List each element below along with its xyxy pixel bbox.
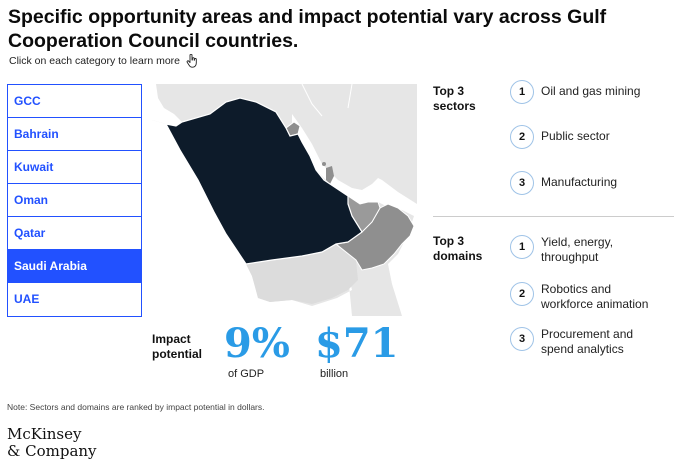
gdp-caption: of GDP [228, 368, 265, 380]
sector-text: Oil and gas mining [541, 84, 641, 98]
dollar-value: $71 [315, 320, 399, 367]
category-gcc[interactable]: GCC [8, 85, 141, 118]
sector-item-1: 1 Oil and gas mining [510, 80, 681, 104]
rank-badge: 2 [510, 125, 534, 149]
category-uae[interactable]: UAE [14, 292, 40, 306]
impact-label: Impact potential [152, 332, 202, 361]
footnote: Note: Sectors and domains are ranked by … [7, 402, 265, 412]
sector-item-2: 2 Public sector [510, 125, 681, 149]
category-saudi-arabia[interactable]: Saudi Arabia [8, 250, 141, 283]
hand-pointer-icon [186, 54, 197, 68]
hint-text: Click on each category to learn more [9, 55, 180, 67]
sector-item-3: 3 Manufacturing [510, 171, 681, 195]
domain-item-3: 3 Procurement and spend analytics [510, 327, 681, 357]
domain-text: Procurement and spend analytics [541, 327, 634, 356]
rank-badge: 3 [510, 171, 534, 195]
map-borders [152, 84, 353, 316]
domain-text: Yield, energy, throughput [541, 235, 614, 264]
red-sea [152, 120, 352, 316]
sector-text: Manufacturing [541, 175, 618, 189]
gdp-value: 9% [224, 320, 290, 367]
domain-item-1: 1 Yield, energy, throughput [510, 235, 681, 265]
category-kuwait[interactable]: Kuwait [8, 151, 141, 184]
page-title: Specific opportunity areas and impact po… [8, 6, 607, 52]
category-list: GCC Bahrain Kuwait Oman Qatar Saudi Arab… [7, 84, 142, 317]
domain-item-2: 2 Robotics and workforce animation [510, 282, 681, 312]
saudi-arabia-shape [164, 97, 363, 265]
sector-text: Public sector [541, 129, 610, 143]
mckinsey-logo: McKinsey & Company [7, 425, 97, 460]
group-divider [433, 216, 674, 217]
persian-gulf [292, 114, 417, 316]
region-map [152, 84, 417, 316]
category-qatar[interactable]: Qatar [8, 217, 141, 250]
bahrain-shape [322, 162, 326, 166]
gulf-of-aqaba [152, 84, 182, 126]
rank-badge: 2 [510, 282, 534, 306]
rank-badge: 1 [510, 80, 534, 104]
sectors-label: Top 3 sectors [433, 84, 476, 113]
qatar-shape [326, 166, 334, 184]
category-bahrain[interactable]: Bahrain [8, 118, 141, 151]
domain-text: Robotics and workforce animation [541, 282, 649, 311]
dollar-caption: billion [320, 368, 349, 380]
gdp-stat: 9% of GDP [224, 320, 290, 381]
instruction-hint: Click on each category to learn more [9, 54, 198, 68]
category-oman[interactable]: Oman [8, 184, 141, 217]
rank-badge: 1 [510, 235, 534, 259]
yemen-shape [246, 242, 358, 304]
domains-label: Top 3 domains [433, 234, 483, 263]
dollar-stat: $71 billion [315, 320, 399, 381]
rank-badge: 3 [510, 327, 534, 351]
